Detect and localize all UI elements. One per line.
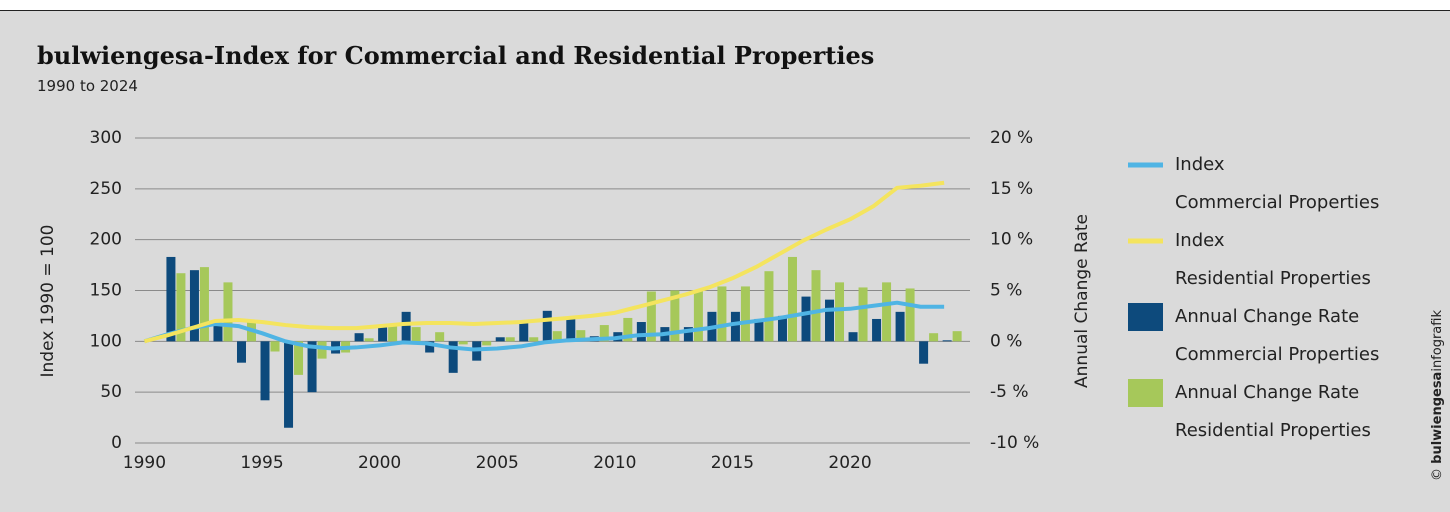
- bar: [505, 337, 515, 342]
- bar: [740, 286, 750, 342]
- bar: [576, 330, 586, 342]
- x-tick-label: 2000: [358, 453, 401, 473]
- bar: [895, 311, 905, 342]
- legend-label: Index Commercial Properties: [1175, 154, 1380, 213]
- bar: [435, 332, 445, 342]
- bar: [260, 341, 270, 401]
- y-tick-label: 0: [111, 433, 122, 453]
- bar: [294, 341, 304, 375]
- y2-tick-label: 15 %: [990, 179, 1033, 199]
- line: [143, 180, 945, 344]
- line: [143, 300, 945, 352]
- y2-tick-label: 10 %: [990, 230, 1033, 250]
- bar: [801, 296, 811, 342]
- bar: [307, 341, 317, 393]
- y-tick-label: 300: [90, 128, 122, 148]
- bar: [388, 324, 398, 342]
- bar: [176, 273, 186, 342]
- bar: [354, 333, 364, 342]
- legend-swatch: [1128, 379, 1163, 407]
- y-tick-label: 200: [90, 230, 122, 250]
- x-tick-label: 2020: [828, 453, 871, 473]
- bar: [764, 271, 774, 342]
- bar: [425, 341, 435, 353]
- bar: [872, 318, 882, 342]
- y-tick-label: 150: [90, 281, 122, 301]
- bar: [905, 288, 915, 342]
- bar: [542, 310, 552, 342]
- bar: [270, 341, 280, 352]
- y2-tick-label: -10 %: [990, 433, 1039, 453]
- legend-label: Index Residential Properties: [1175, 230, 1371, 289]
- bar: [411, 327, 421, 342]
- bar: [646, 291, 656, 342]
- bar: [919, 341, 929, 364]
- chart-panel: bulwiengesa-Index for Commercial and Res…: [0, 10, 1450, 512]
- bar: [495, 337, 505, 342]
- bar: [458, 341, 468, 345]
- bar: [952, 331, 962, 342]
- x-tick-label: 2010: [593, 453, 636, 473]
- bar: [683, 327, 693, 342]
- y2-tick-label: 0 %: [990, 331, 1022, 351]
- bar: [189, 270, 199, 342]
- bar: [730, 311, 740, 342]
- bar: [670, 290, 680, 342]
- bar: [364, 338, 374, 342]
- bar: [787, 256, 797, 342]
- bar: [942, 340, 952, 342]
- legend-label: Annual Change Rate Residential Propertie…: [1175, 382, 1371, 441]
- chart: Index 1990 = 100 Annual Change Rate 0 50 1…: [38, 128, 1163, 473]
- credit: © bulwiengesainfografik: [1430, 310, 1445, 481]
- bar: [636, 322, 646, 342]
- bar: [882, 282, 892, 342]
- y2-tick-label: 20 %: [990, 128, 1033, 148]
- x-tick-label: 1990: [123, 453, 166, 473]
- bar: [378, 326, 388, 342]
- bar: [811, 270, 821, 342]
- y2-axis-label: Annual Change Rate: [1072, 214, 1092, 388]
- y2-tick-label: 5 %: [990, 281, 1022, 301]
- bar: [693, 290, 703, 342]
- bar: [777, 315, 787, 342]
- bar: [199, 267, 209, 342]
- bar: [529, 337, 539, 342]
- bar: [835, 282, 845, 342]
- bar: [825, 299, 835, 342]
- bar: [929, 333, 939, 342]
- bar: [401, 311, 411, 342]
- chart-title: bulwiengesa-Index for Commercial and Res…: [37, 41, 875, 70]
- bar: [482, 341, 492, 346]
- bar: [599, 325, 609, 342]
- bar: [284, 341, 294, 428]
- bar: [213, 324, 223, 342]
- bar: [552, 331, 562, 342]
- y-tick-label: 50: [100, 382, 122, 402]
- y-axis-label: Index 1990 = 100: [38, 225, 58, 378]
- x-tick-label: 2005: [476, 453, 519, 473]
- bar: [317, 341, 327, 359]
- x-tick-label: 2015: [711, 453, 754, 473]
- bar: [623, 317, 633, 342]
- y2-tick-label: -5 %: [990, 382, 1029, 402]
- bar: [223, 282, 233, 342]
- x-tick-label: 1995: [240, 453, 283, 473]
- credit-symbol: ©: [1430, 468, 1445, 481]
- bar: [236, 341, 246, 363]
- bar: [858, 287, 868, 342]
- credit-brand: bulwiengesa: [1430, 371, 1445, 464]
- chart-subtitle: 1990 to 2024: [37, 77, 138, 95]
- legend-swatch: [1128, 303, 1163, 331]
- legend-label: Annual Change Rate Commercial Properties: [1175, 306, 1380, 365]
- bar: [566, 318, 576, 342]
- bar: [448, 341, 458, 373]
- credit-suffix: infografik: [1430, 310, 1445, 372]
- y-tick-label: 250: [90, 179, 122, 199]
- bar: [848, 332, 858, 342]
- y-tick-label: 100: [90, 331, 122, 351]
- bar: [754, 318, 764, 342]
- bar: [166, 256, 176, 342]
- bar: [717, 286, 727, 342]
- bar: [519, 323, 529, 342]
